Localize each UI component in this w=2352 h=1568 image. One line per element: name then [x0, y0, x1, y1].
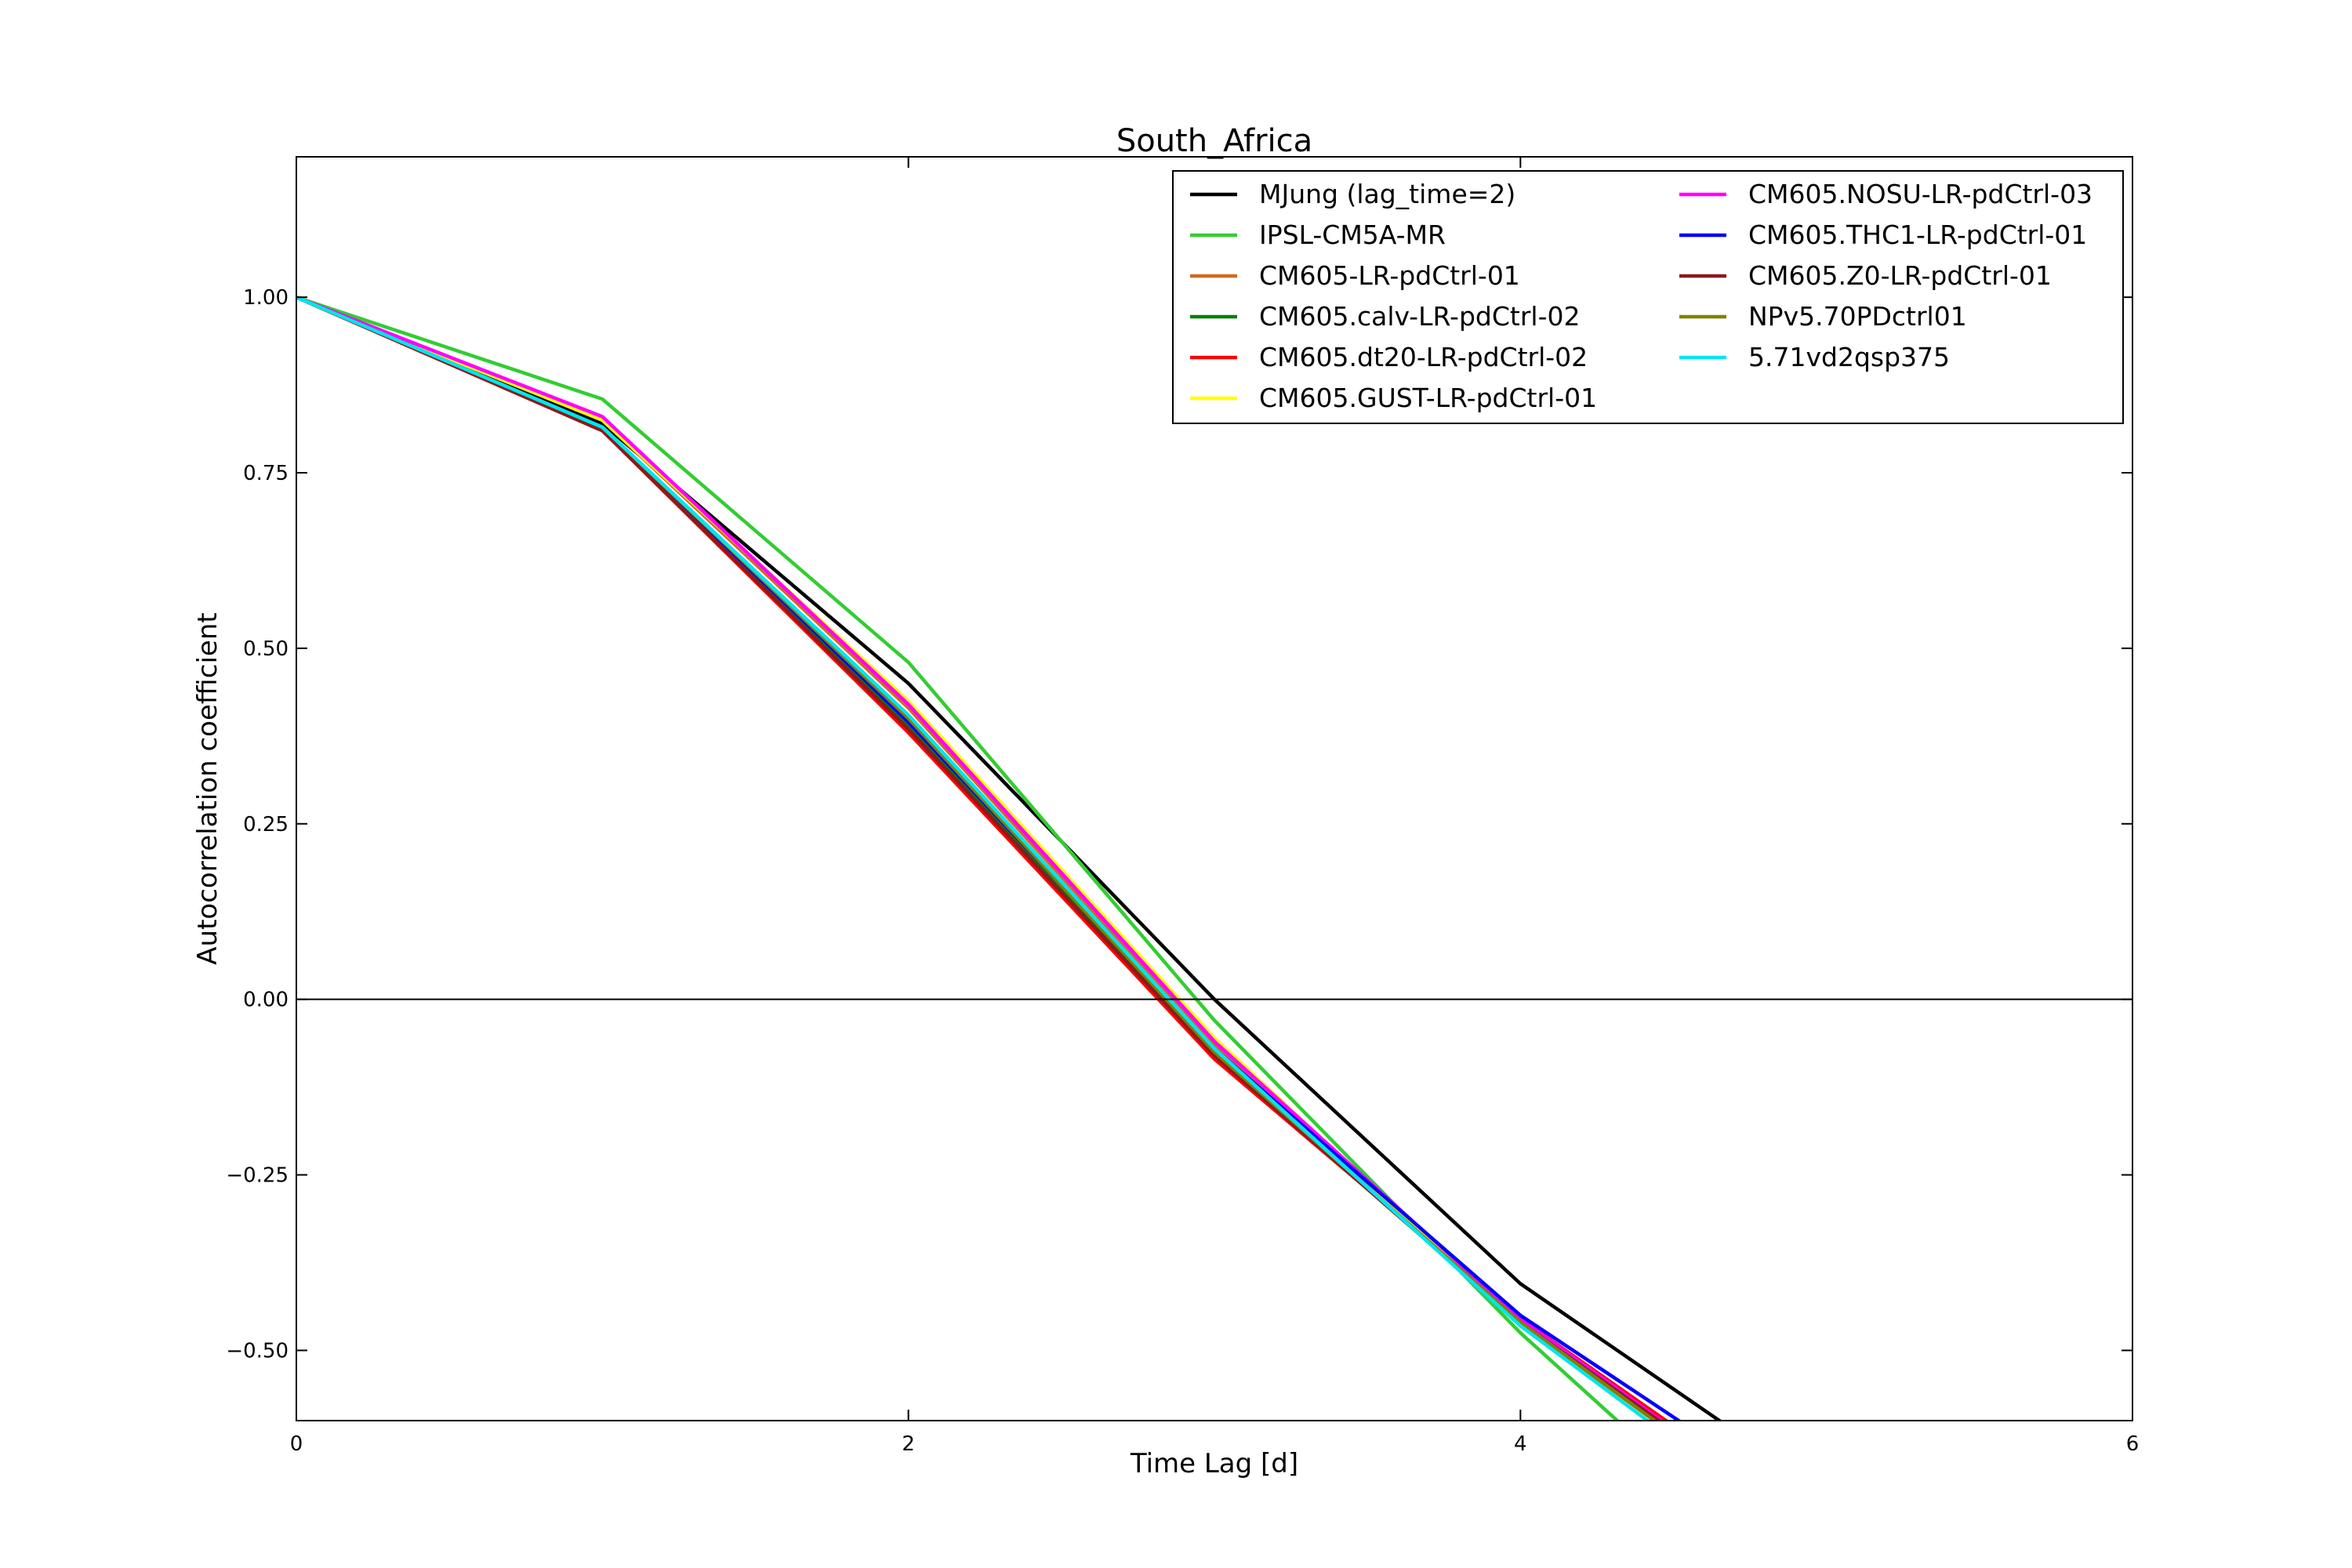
axes-frame — [296, 156, 2133, 1421]
legend-label: CM605.THC1-LR-pdCtrl-01 — [1748, 220, 2087, 250]
legend-label: CM605.Z0-LR-pdCtrl-01 — [1748, 260, 2052, 291]
legend-entry: 5.71vd2qsp375 — [1679, 342, 1950, 372]
y-tick-label: 0.75 — [243, 462, 289, 485]
legend-label: CM605.calv-LR-pdCtrl-02 — [1259, 301, 1580, 332]
legend-label: MJung (lag_time=2) — [1259, 179, 1515, 209]
x-tick-label: 2 — [902, 1432, 915, 1456]
y-axis-label: Autocorrelation coefficient — [192, 612, 223, 964]
legend-label: CM605.GUST-LR-pdCtrl-01 — [1259, 383, 1597, 413]
chart-title: South_Africa — [1116, 123, 1312, 159]
x-axis-label: Time Lag [d] — [1130, 1448, 1298, 1479]
legend-entry: CM605.NOSU-LR-pdCtrl-03 — [1679, 179, 2092, 209]
y-tick-label: −0.25 — [226, 1164, 289, 1188]
legend-label: CM605.dt20-LR-pdCtrl-02 — [1259, 342, 1588, 372]
legend-entry: CM605.calv-LR-pdCtrl-02 — [1190, 301, 1580, 332]
legend-box — [1172, 170, 2124, 424]
y-tick-label: 0.50 — [243, 637, 289, 661]
y-tick-label: 1.00 — [243, 286, 289, 310]
legend-entry: NPv5.70PDctrl01 — [1679, 301, 1967, 332]
y-tick-label: 0.00 — [243, 989, 289, 1012]
series-line-10 — [296, 296, 1651, 1421]
legend-label: IPSL-CM5A-MR — [1259, 220, 1446, 250]
legend-entry: CM605.Z0-LR-pdCtrl-01 — [1679, 260, 2052, 291]
legend-entry: CM605-LR-pdCtrl-01 — [1190, 260, 1520, 291]
series-line-1 — [296, 295, 1621, 1421]
legend-entry: CM605.dt20-LR-pdCtrl-02 — [1190, 342, 1588, 372]
series-group — [296, 295, 1723, 1421]
legend-label: CM605.NOSU-LR-pdCtrl-03 — [1748, 179, 2092, 209]
plot-area: 0 2 4 6 −0.50 −0.25 0.00 0.25 0.50 0.75 1.00 — [226, 156, 2140, 1456]
legend-entry: IPSL-CM5A-MR — [1190, 220, 1446, 250]
legend-entry: MJung (lag_time=2) — [1190, 179, 1515, 209]
x-tick-label: 0 — [290, 1432, 303, 1456]
legend-entry: CM605.GUST-LR-pdCtrl-01 — [1190, 383, 1597, 413]
x-tick-label: 4 — [1514, 1432, 1527, 1456]
x-tick-label: 6 — [2126, 1432, 2140, 1456]
legend-label: CM605-LR-pdCtrl-01 — [1259, 260, 1520, 291]
y-tick-label: −0.50 — [226, 1339, 289, 1363]
legend-label: NPv5.70PDctrl01 — [1748, 301, 1967, 332]
legend: MJung (lag_time=2) IPSL-CM5A-MR CM605-LR-p… — [1172, 170, 2124, 424]
y-tick-label: 0.25 — [243, 813, 289, 837]
series-line-6 — [296, 296, 1664, 1421]
legend-label: 5.71vd2qsp375 — [1748, 342, 1950, 372]
legend-entry: CM605.THC1-LR-pdCtrl-01 — [1679, 220, 2087, 250]
